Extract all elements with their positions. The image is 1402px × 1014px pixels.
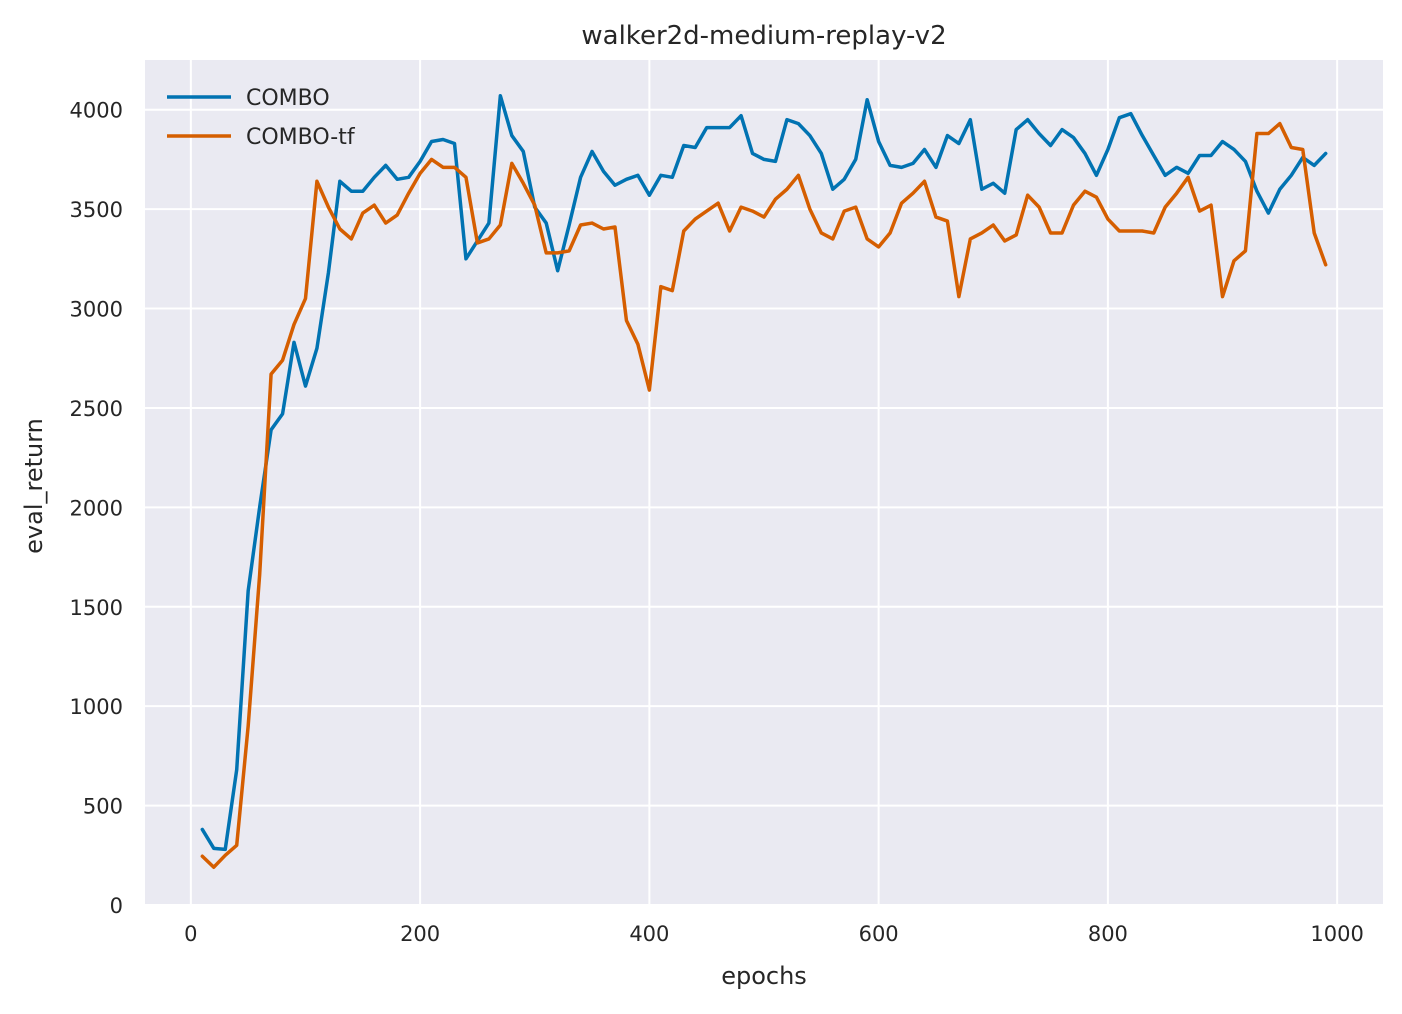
y-tick-label: 500 <box>83 795 123 819</box>
y-tick-label: 0 <box>110 894 123 918</box>
legend-label-combo: COMBO <box>246 86 330 111</box>
y-tick-label: 2000 <box>70 496 123 520</box>
y-tick-label: 3500 <box>70 198 123 222</box>
y-tick-labels: 0 500 1000 1500 2000 2500 3000 3500 4000 <box>70 99 123 918</box>
x-axis-title: epochs <box>721 962 807 990</box>
y-tick-label: 2500 <box>70 397 123 421</box>
y-tick-label: 4000 <box>70 99 123 123</box>
x-tick-label: 0 <box>184 922 197 946</box>
legend: COMBO COMBO-tf <box>167 86 356 150</box>
y-axis-title: eval_return <box>20 418 48 554</box>
x-tick-labels: 0 200 400 600 800 1000 <box>184 922 1364 946</box>
x-tick-label: 400 <box>629 922 669 946</box>
series-line-combo-tf <box>200 121 1328 869</box>
x-tick-label: 600 <box>859 922 899 946</box>
y-tick-label: 1000 <box>70 695 123 719</box>
plot-area <box>145 60 1383 905</box>
legend-label-combo-tf: COMBO-tf <box>246 125 356 150</box>
series-line-combo <box>200 94 1328 852</box>
x-tick-label: 800 <box>1088 922 1128 946</box>
y-tick-label: 3000 <box>70 298 123 322</box>
y-tick-label: 1500 <box>70 596 123 620</box>
grid-lines <box>145 60 1383 906</box>
chart-title: walker2d-medium-replay-v2 <box>581 21 946 51</box>
x-tick-label: 200 <box>400 922 440 946</box>
series-layer <box>200 94 1328 869</box>
x-tick-label: 1000 <box>1310 922 1363 946</box>
